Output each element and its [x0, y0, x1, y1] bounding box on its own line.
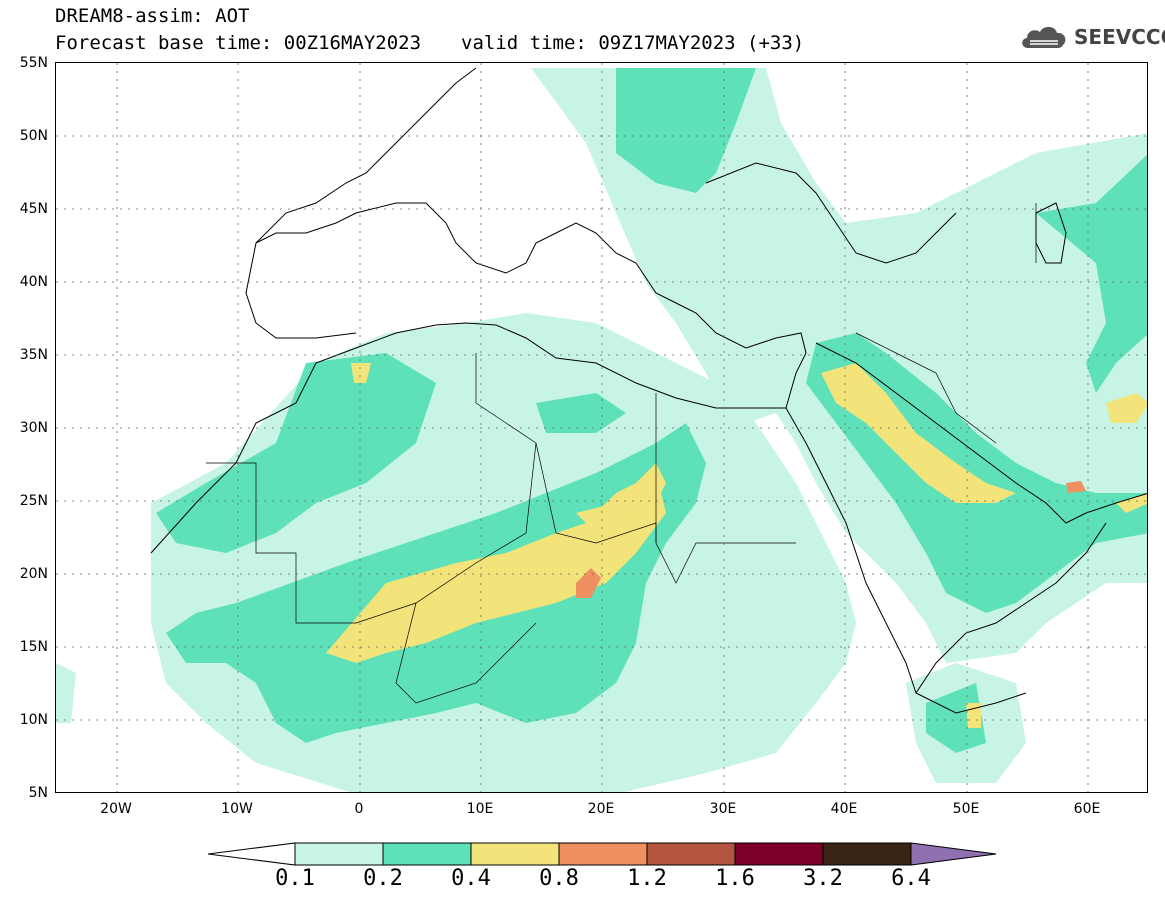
lon-label-10e: 10E: [466, 801, 494, 817]
logo-text: SEEVCCC: [1074, 25, 1165, 49]
lat-label-10n: 10N: [19, 712, 48, 728]
map-canvas: [56, 63, 1147, 792]
colorbar-segment-4: [558, 842, 648, 866]
colorbar-label-1.6: 1.6: [715, 866, 755, 891]
coastlines: [150, 67, 1147, 714]
colorbar-label-3.2: 3.2: [803, 866, 843, 891]
lat-label-15n: 15N: [19, 639, 48, 655]
lon-label-20w: 20W: [100, 801, 132, 817]
aot-level-0.8: [576, 481, 1086, 598]
lon-label-30e: 30E: [709, 801, 737, 817]
graticule: [56, 63, 1147, 792]
lat-label-25n: 25N: [19, 493, 48, 509]
lon-label-50e: 50E: [952, 801, 980, 817]
colorbar: [208, 842, 997, 866]
colorbar-label-0.2: 0.2: [363, 866, 403, 891]
lat-label-5n: 5N: [28, 785, 48, 801]
aot-map: [55, 62, 1148, 793]
lat-label-45n: 45N: [19, 201, 48, 217]
colorbar-label-6.4: 6.4: [891, 866, 931, 891]
colorbar-label-0.4: 0.4: [451, 866, 491, 891]
lon-label-40e: 40E: [830, 801, 858, 817]
lat-label-20n: 20N: [19, 566, 48, 582]
lon-label-60e: 60E: [1073, 801, 1101, 817]
colorbar-max-arrow: [910, 842, 997, 866]
map-title: DREAM8-assim: AOT: [55, 5, 250, 27]
valid-time: valid time: 09Z17MAY2023 (+33): [461, 32, 805, 54]
lon-label-10w: 10W: [221, 801, 253, 817]
lat-label-55n: 55N: [19, 55, 48, 71]
colorbar-segment-6: [734, 842, 824, 866]
colorbar-label-0.8: 0.8: [539, 866, 579, 891]
lon-label-0: 0: [354, 801, 364, 817]
lat-label-35n: 35N: [19, 347, 48, 363]
colorbar-segment-1: [294, 842, 384, 866]
colorbar-min-arrow: [208, 842, 296, 866]
seevccc-logo: SEEVCCC: [1018, 22, 1165, 52]
colorbar-segment-2: [382, 842, 472, 866]
colorbar-segment-7: [822, 842, 912, 866]
aot-level-0.4: [326, 363, 1147, 728]
country-borders: [206, 203, 1037, 704]
cloud-icon: [1022, 26, 1066, 48]
lon-label-20e: 20E: [587, 801, 615, 817]
lat-label-30n: 30N: [19, 420, 48, 436]
colorbar-label-0.1: 0.1: [275, 866, 315, 891]
lat-label-40n: 40N: [19, 274, 48, 290]
forecast-times: Forecast base time: 00Z16MAY2023 valid ti…: [55, 32, 804, 54]
lat-label-50n: 50N: [19, 128, 48, 144]
colorbar-segment-5: [646, 842, 736, 866]
colorbar-label-1.2: 1.2: [627, 866, 667, 891]
base-time: Forecast base time: 00Z16MAY2023: [55, 32, 422, 54]
colorbar-segment-3: [470, 842, 560, 866]
